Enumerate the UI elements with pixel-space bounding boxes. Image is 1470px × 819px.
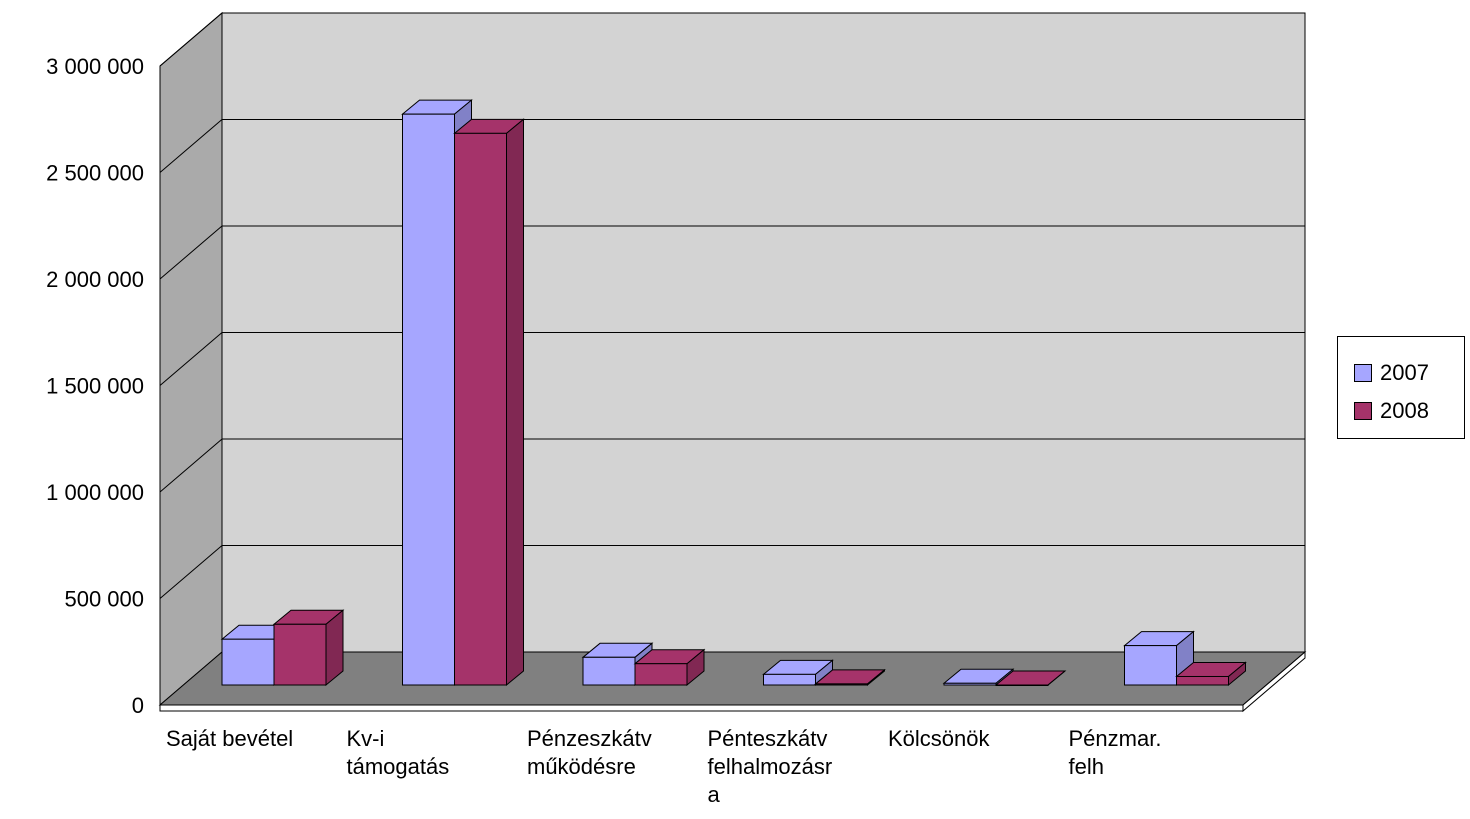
bar-front-face <box>582 656 636 686</box>
gridline-side <box>159 332 223 386</box>
x-category-label: Pénteszkátv felhalmozásr a <box>707 726 833 807</box>
bar-2008-2 <box>633 648 706 687</box>
bar-front-face <box>402 113 455 686</box>
bar-front-face <box>454 132 507 686</box>
gridline-side <box>159 225 223 280</box>
legend: 2007 2008 <box>1337 336 1465 439</box>
y-tick-label: 2 500 000 <box>46 161 144 186</box>
gridline-side <box>159 438 223 493</box>
bar-front-face <box>995 684 1049 686</box>
x-category-label: Pénzmar. felh <box>1068 726 1162 779</box>
bar-front-face <box>273 623 327 686</box>
x-category-label: Pénzeszkátv működésre <box>527 726 652 779</box>
gridline-side <box>159 545 223 599</box>
bar-front-face <box>815 683 868 686</box>
bar-front-face <box>221 638 275 686</box>
y-tick-label: 3 000 000 <box>46 54 144 79</box>
bar-2007-5 <box>1123 630 1195 687</box>
bar-side-face <box>506 118 524 687</box>
y-tick-label: 0 <box>132 693 144 718</box>
x-category-label: Kölcsönök <box>888 726 990 751</box>
bar-front-face <box>634 663 688 686</box>
bar-2008-4 <box>994 670 1067 686</box>
gridline-side <box>159 119 223 173</box>
gridline-side <box>159 12 223 67</box>
floor-side-edge <box>1242 650 1306 713</box>
legend-label-2007: 2007 <box>1380 360 1429 385</box>
bar-2008-5 <box>1175 661 1247 687</box>
legend-swatch-2008 <box>1354 402 1372 420</box>
legend-swatch-2007 <box>1354 364 1372 382</box>
chart-walls <box>158 11 1307 713</box>
bar-front-face <box>943 682 997 686</box>
bar-2008-3 <box>814 668 886 687</box>
y-tick-label: 2 000 000 <box>46 267 144 292</box>
legend-label-2008: 2008 <box>1380 398 1429 423</box>
x-category-label: Saját bevétel <box>166 726 294 751</box>
floor-front-edge <box>159 704 1244 712</box>
x-category-label: Kv-i támogatás <box>346 726 450 779</box>
bars <box>220 99 1247 687</box>
y-axis-tick-labels: 0 500 000 1 000 000 1 500 000 2 000 000 2 500… <box>46 54 144 718</box>
bar-2008-0 <box>272 609 345 687</box>
y-tick-label: 1 000 000 <box>46 480 144 505</box>
y-tick-label: 500 000 <box>64 587 144 612</box>
bar-front-face <box>763 673 816 686</box>
bar-front-face <box>1124 645 1177 686</box>
y-tick-label: 1 500 000 <box>46 374 144 399</box>
bar-front-face <box>1176 675 1229 686</box>
bar-2008-1 <box>453 118 525 687</box>
bar-2007-3 <box>762 659 834 687</box>
bar-side-face <box>1047 670 1066 686</box>
